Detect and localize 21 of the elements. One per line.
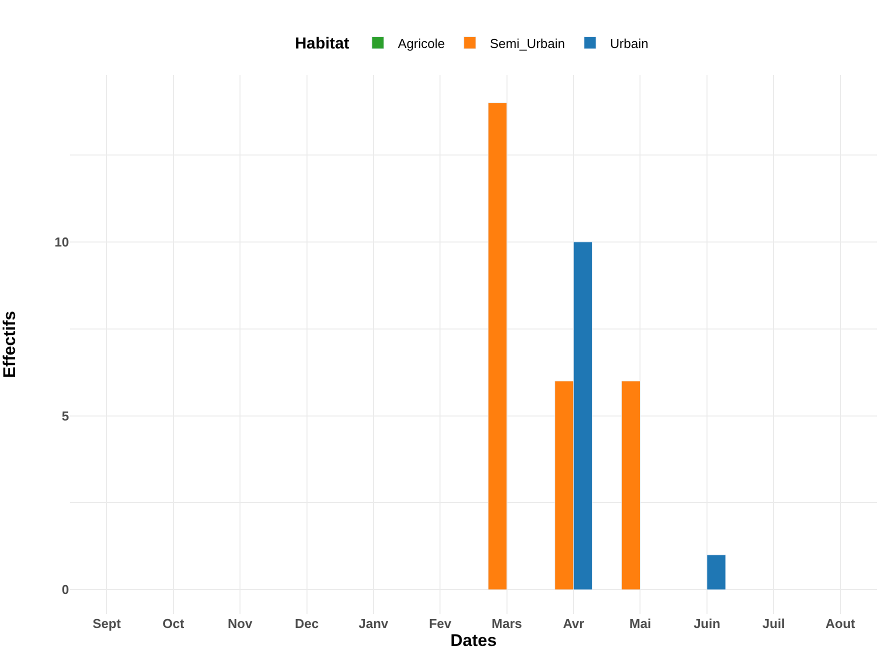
x-tick-label: Mai [629,616,652,631]
x-tick-label: Dec [294,616,319,631]
legend-label: Agricole [398,36,445,51]
x-tick-label: Janv [358,616,390,631]
y-axis-title: Effectifs [0,310,19,378]
x-tick-label: Sept [92,616,122,631]
legend-title: Habitat [295,36,350,53]
x-tick-label: Oct [162,616,185,631]
x-axis-title: Dates [450,631,497,650]
x-tick-label: Mars [492,616,522,631]
x-tick-label: Aout [826,616,856,631]
legend-label: Urbain [610,36,648,51]
y-tick-label: 5 [62,408,69,424]
y-tick-label: 0 [62,582,69,598]
x-tick-label: Juil [762,616,785,631]
x-tick-label: Avr [562,616,584,631]
legend-label: Semi_Urbain [490,36,566,51]
x-tick-label: Juin [694,616,720,631]
x-tick-label: Fev [428,616,452,631]
x-tick-label: Nov [228,616,254,631]
y-tick-label: 10 [54,234,69,250]
